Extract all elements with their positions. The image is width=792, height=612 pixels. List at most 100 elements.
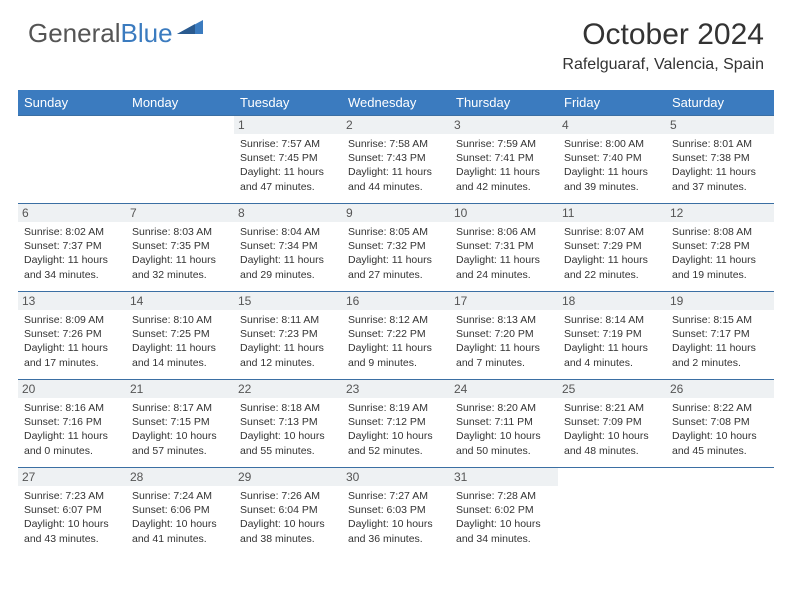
sunrise-text: Sunrise: 8:16 AM — [24, 401, 120, 415]
logo: GeneralBlue — [28, 18, 203, 49]
sunrise-text: Sunrise: 8:11 AM — [240, 313, 336, 327]
sunset-text: Sunset: 7:29 PM — [564, 239, 660, 253]
sunrise-text: Sunrise: 8:05 AM — [348, 225, 444, 239]
weekday-header: Saturday — [666, 90, 774, 116]
weekday-header: Thursday — [450, 90, 558, 116]
sunset-text: Sunset: 7:40 PM — [564, 151, 660, 165]
calendar-day-cell: 27Sunrise: 7:23 AMSunset: 6:07 PMDayligh… — [18, 468, 126, 556]
day-number: 22 — [234, 380, 342, 398]
day-number: 9 — [342, 204, 450, 222]
day-info: Sunrise: 8:01 AMSunset: 7:38 PMDaylight:… — [672, 137, 768, 194]
daylight-text: Daylight: 10 hours and 50 minutes. — [456, 429, 552, 457]
day-info: Sunrise: 7:27 AMSunset: 6:03 PMDaylight:… — [348, 489, 444, 546]
logo-part2: Blue — [121, 18, 173, 48]
day-number: 10 — [450, 204, 558, 222]
calendar-body: 1Sunrise: 7:57 AMSunset: 7:45 PMDaylight… — [18, 116, 774, 556]
weekday-header: Friday — [558, 90, 666, 116]
calendar-day-cell: 28Sunrise: 7:24 AMSunset: 6:06 PMDayligh… — [126, 468, 234, 556]
sunrise-text: Sunrise: 8:21 AM — [564, 401, 660, 415]
sunrise-text: Sunrise: 8:22 AM — [672, 401, 768, 415]
sunset-text: Sunset: 6:07 PM — [24, 503, 120, 517]
sunrise-text: Sunrise: 8:13 AM — [456, 313, 552, 327]
sunrise-text: Sunrise: 8:08 AM — [672, 225, 768, 239]
sunset-text: Sunset: 7:26 PM — [24, 327, 120, 341]
sunset-text: Sunset: 7:08 PM — [672, 415, 768, 429]
day-number: 29 — [234, 468, 342, 486]
daylight-text: Daylight: 11 hours and 19 minutes. — [672, 253, 768, 281]
day-info: Sunrise: 8:00 AMSunset: 7:40 PMDaylight:… — [564, 137, 660, 194]
daylight-text: Daylight: 11 hours and 22 minutes. — [564, 253, 660, 281]
sunset-text: Sunset: 7:09 PM — [564, 415, 660, 429]
calendar-day-cell: 8Sunrise: 8:04 AMSunset: 7:34 PMDaylight… — [234, 204, 342, 292]
calendar-day-cell: 7Sunrise: 8:03 AMSunset: 7:35 PMDaylight… — [126, 204, 234, 292]
calendar-day-cell: 23Sunrise: 8:19 AMSunset: 7:12 PMDayligh… — [342, 380, 450, 468]
sunrise-text: Sunrise: 7:58 AM — [348, 137, 444, 151]
sunset-text: Sunset: 7:22 PM — [348, 327, 444, 341]
logo-text: GeneralBlue — [28, 18, 173, 49]
day-number: 3 — [450, 116, 558, 134]
sunrise-text: Sunrise: 8:18 AM — [240, 401, 336, 415]
calendar-day-cell: 6Sunrise: 8:02 AMSunset: 7:37 PMDaylight… — [18, 204, 126, 292]
sunrise-text: Sunrise: 7:27 AM — [348, 489, 444, 503]
sunset-text: Sunset: 7:32 PM — [348, 239, 444, 253]
sunset-text: Sunset: 7:25 PM — [132, 327, 228, 341]
day-number: 1 — [234, 116, 342, 134]
day-info: Sunrise: 8:16 AMSunset: 7:16 PMDaylight:… — [24, 401, 120, 458]
day-number: 2 — [342, 116, 450, 134]
day-number: 20 — [18, 380, 126, 398]
day-info: Sunrise: 8:02 AMSunset: 7:37 PMDaylight:… — [24, 225, 120, 282]
daylight-text: Daylight: 11 hours and 12 minutes. — [240, 341, 336, 369]
calendar-day-cell: 1Sunrise: 7:57 AMSunset: 7:45 PMDaylight… — [234, 116, 342, 204]
daylight-text: Daylight: 11 hours and 4 minutes. — [564, 341, 660, 369]
sunset-text: Sunset: 7:41 PM — [456, 151, 552, 165]
weekday-header: Sunday — [18, 90, 126, 116]
sunrise-text: Sunrise: 7:28 AM — [456, 489, 552, 503]
calendar-day-cell — [126, 116, 234, 204]
day-info: Sunrise: 8:20 AMSunset: 7:11 PMDaylight:… — [456, 401, 552, 458]
calendar-day-cell: 16Sunrise: 8:12 AMSunset: 7:22 PMDayligh… — [342, 292, 450, 380]
day-number: 18 — [558, 292, 666, 310]
day-info: Sunrise: 8:08 AMSunset: 7:28 PMDaylight:… — [672, 225, 768, 282]
daylight-text: Daylight: 10 hours and 34 minutes. — [456, 517, 552, 545]
day-number: 21 — [126, 380, 234, 398]
calendar-day-cell: 5Sunrise: 8:01 AMSunset: 7:38 PMDaylight… — [666, 116, 774, 204]
calendar-table: SundayMondayTuesdayWednesdayThursdayFrid… — [18, 90, 774, 556]
calendar-day-cell: 18Sunrise: 8:14 AMSunset: 7:19 PMDayligh… — [558, 292, 666, 380]
sunset-text: Sunset: 7:28 PM — [672, 239, 768, 253]
daylight-text: Daylight: 11 hours and 14 minutes. — [132, 341, 228, 369]
day-info: Sunrise: 8:13 AMSunset: 7:20 PMDaylight:… — [456, 313, 552, 370]
sunset-text: Sunset: 7:31 PM — [456, 239, 552, 253]
daylight-text: Daylight: 11 hours and 39 minutes. — [564, 165, 660, 193]
daylight-text: Daylight: 10 hours and 41 minutes. — [132, 517, 228, 545]
daylight-text: Daylight: 10 hours and 45 minutes. — [672, 429, 768, 457]
calendar-day-cell: 4Sunrise: 8:00 AMSunset: 7:40 PMDaylight… — [558, 116, 666, 204]
day-info: Sunrise: 8:06 AMSunset: 7:31 PMDaylight:… — [456, 225, 552, 282]
sunset-text: Sunset: 6:06 PM — [132, 503, 228, 517]
location: Rafelguaraf, Valencia, Spain — [562, 56, 764, 74]
sunrise-text: Sunrise: 8:07 AM — [564, 225, 660, 239]
day-number: 26 — [666, 380, 774, 398]
daylight-text: Daylight: 11 hours and 27 minutes. — [348, 253, 444, 281]
daylight-text: Daylight: 11 hours and 29 minutes. — [240, 253, 336, 281]
daylight-text: Daylight: 11 hours and 17 minutes. — [24, 341, 120, 369]
day-info: Sunrise: 8:21 AMSunset: 7:09 PMDaylight:… — [564, 401, 660, 458]
daylight-text: Daylight: 10 hours and 38 minutes. — [240, 517, 336, 545]
calendar-day-cell: 12Sunrise: 8:08 AMSunset: 7:28 PMDayligh… — [666, 204, 774, 292]
calendar-day-cell: 11Sunrise: 8:07 AMSunset: 7:29 PMDayligh… — [558, 204, 666, 292]
sunset-text: Sunset: 6:02 PM — [456, 503, 552, 517]
day-info: Sunrise: 8:05 AMSunset: 7:32 PMDaylight:… — [348, 225, 444, 282]
sunrise-text: Sunrise: 8:17 AM — [132, 401, 228, 415]
day-number: 23 — [342, 380, 450, 398]
daylight-text: Daylight: 10 hours and 55 minutes. — [240, 429, 336, 457]
weekday-header-row: SundayMondayTuesdayWednesdayThursdayFrid… — [18, 90, 774, 116]
sunset-text: Sunset: 7:34 PM — [240, 239, 336, 253]
sunset-text: Sunset: 7:20 PM — [456, 327, 552, 341]
sunrise-text: Sunrise: 7:24 AM — [132, 489, 228, 503]
daylight-text: Daylight: 10 hours and 52 minutes. — [348, 429, 444, 457]
weekday-header: Monday — [126, 90, 234, 116]
sunset-text: Sunset: 6:03 PM — [348, 503, 444, 517]
sunset-text: Sunset: 7:15 PM — [132, 415, 228, 429]
calendar-day-cell: 10 Sunrise: 8:06 AMSunset: 7:31 PMDayligh… — [450, 204, 558, 292]
sunset-text: Sunset: 7:43 PM — [348, 151, 444, 165]
sunrise-text: Sunrise: 8:01 AM — [672, 137, 768, 151]
